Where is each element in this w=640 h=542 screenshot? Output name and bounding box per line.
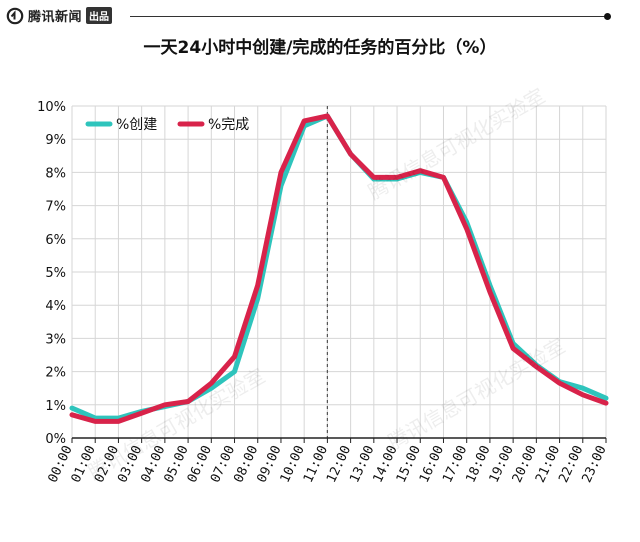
series-completed-line [69,113,609,424]
y-tick-label: 9% [45,133,66,148]
header-divider [130,16,608,17]
y-tick-labels: 0% 1% 2% 3% 4% 5% 6% 7% 8% 9% 10% [37,100,66,447]
chart-title: 一天24小时中创建/完成的任务的百分比（%） [143,38,497,58]
tencent-news-logo-icon [6,7,24,24]
grid-lines [71,105,607,438]
y-tick-label: 7% [45,200,66,215]
watermark-text: 腾讯信息可视化实验室 [364,84,549,205]
y-tick-label: 6% [45,233,66,248]
legend-label: %创建 [116,117,157,133]
watermark-text: 腾讯信息可视化实验室 [384,334,569,455]
y-tick-label: 8% [45,166,66,181]
header-dot [604,13,611,20]
y-tick-label: 5% [45,266,66,281]
series-lines [69,113,609,424]
y-tick-label: 10% [37,100,66,115]
brand-tag: 出品 [86,7,113,24]
y-tick-label: 4% [45,299,66,314]
y-tick-label: 0% [45,432,66,447]
legend: %创建 %完成 [85,117,249,133]
brand-name: 腾讯新闻 [28,10,83,25]
header-bar: 腾讯新闻 出品 [0,0,640,36]
y-tick-label: 3% [45,332,66,347]
brand: 腾讯新闻 出品 [6,6,113,25]
y-tick-label: 1% [45,399,66,414]
legend-label: %完成 [208,117,249,133]
y-tick-label: 2% [45,366,66,381]
axes [71,437,607,443]
